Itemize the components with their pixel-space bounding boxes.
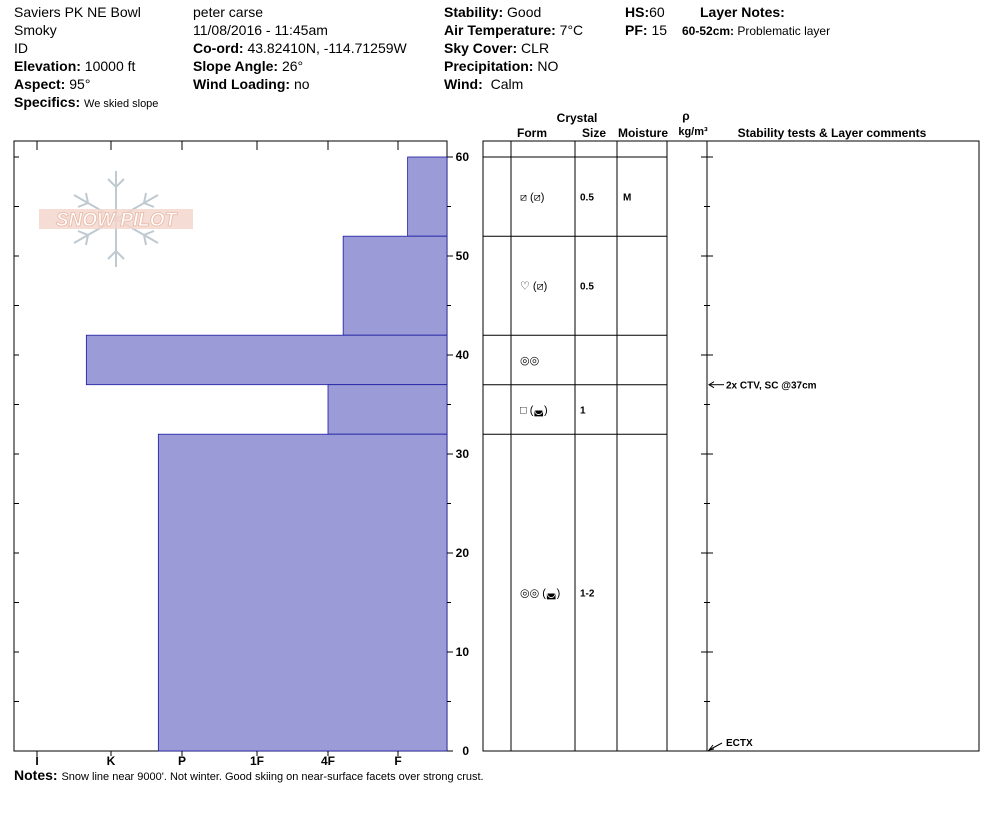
layer-form: ◎◎: [520, 355, 539, 367]
airtemp-row: Air Temperature: 7°C: [444, 21, 583, 39]
aspect-row: Aspect: 95°: [14, 75, 158, 93]
slope-label: Slope Angle:: [193, 58, 279, 74]
layer-form: □ (◛): [520, 404, 548, 416]
specifics-row: Specifics: We skied slope: [14, 93, 158, 113]
snowflake-icon: [73, 171, 159, 267]
layer-size: 0.5: [580, 193, 594, 204]
sky-row: Sky Cover: CLR: [444, 39, 583, 57]
hardness-bar: [327, 384, 448, 435]
depth-tick-label: 40: [456, 348, 470, 362]
hardness-tick-label: F: [394, 754, 401, 768]
depth-tick-label: 10: [456, 645, 470, 659]
stability-comments-header: Stability tests & Layer comments: [738, 126, 927, 140]
depth-tick-label: 0: [462, 744, 469, 758]
layer-form: ⧄ (⧄): [520, 192, 544, 204]
wind-row: Wind: Calm: [444, 75, 583, 93]
hs-label: HS:: [625, 4, 650, 20]
layer-size: 1: [580, 405, 586, 416]
hs-value: 60: [649, 4, 665, 20]
wind-label: Wind:: [444, 76, 483, 92]
hardness-tick-label: 1F: [250, 754, 264, 768]
hardness-tick-label: 4F: [321, 754, 335, 768]
layer-form: ♡ (⧄): [520, 281, 547, 293]
aspect-value: 95°: [69, 76, 91, 92]
precip-row: Precipitation: NO: [444, 57, 583, 75]
hardness-bar: [85, 334, 448, 386]
depth-tick-label: 30: [456, 447, 470, 461]
hardness-tick-label: P: [178, 754, 186, 768]
size-header: Size: [582, 126, 606, 140]
layer-note-text: Problematic layer: [737, 24, 831, 38]
windload-value: no: [293, 76, 310, 92]
layer-size: 1-2: [580, 589, 595, 600]
stability-arrow: [708, 742, 723, 751]
sky-value: CLR: [521, 40, 550, 56]
stability-test-label: 2x CTV, SC @37cm: [726, 381, 817, 392]
hardness-tick-label: I: [35, 754, 38, 768]
moisture-header: Moisture: [618, 126, 668, 140]
elevation-label: Elevation:: [14, 58, 81, 74]
stability-label: Stability:: [444, 4, 504, 20]
windload-row: Wind Loading: no: [193, 75, 407, 93]
hardness-tick-label: K: [107, 754, 116, 768]
observer: peter carse: [193, 4, 264, 20]
coord-row: Co-ord: 43.82410N, -114.71259W: [193, 39, 407, 57]
datetime: 11/08/2016 - 11:45am: [193, 22, 328, 38]
hs-row: HS:60: [625, 3, 667, 21]
pf-value: 15: [651, 22, 668, 38]
slope-row: Slope Angle: 26°: [193, 57, 407, 75]
specifics-value: We skied slope: [84, 98, 159, 110]
arrow-head-icon: [707, 744, 715, 751]
sky-label: Sky Cover:: [444, 40, 518, 56]
precip-label: Precipitation:: [444, 58, 534, 74]
state: ID: [14, 40, 28, 56]
notes-text: Snow line near 9000'. Not winter. Good s…: [61, 771, 484, 783]
snow-pilot-logo: SNOW PILOT: [39, 171, 193, 267]
depth-tick-label: 50: [456, 249, 470, 263]
hardness-bar: [407, 156, 448, 237]
form-header: Form: [517, 126, 547, 140]
layer-size: 0.5: [580, 282, 594, 293]
location: Saviers PK NE Bowl: [14, 4, 141, 20]
airtemp-value: 7°C: [559, 22, 584, 38]
region: Smoky: [14, 22, 57, 38]
aspect-label: Aspect:: [14, 76, 66, 92]
pf-label: PF:: [625, 22, 648, 38]
specifics-label: Specifics:: [14, 94, 81, 110]
precip-value: NO: [537, 58, 559, 74]
layer-form: ◎◎ (◛): [520, 588, 560, 600]
stability-test-label: ECTX: [726, 738, 753, 749]
pf-row: PF: 15: [625, 21, 667, 39]
slope-value: 26°: [281, 58, 304, 74]
logo-text: SNOW PILOT: [56, 210, 178, 231]
layer-moisture: M: [623, 193, 631, 204]
windload-label: Wind Loading:: [193, 76, 291, 92]
elevation-row: Elevation: 10000 ft: [14, 57, 158, 75]
layer-notes-label: Layer Notes:: [700, 4, 785, 20]
elevation-value: 10000 ft: [84, 58, 136, 74]
coord-value: 43.82410N, -114.71259W: [247, 40, 407, 56]
stability-value: Good: [507, 4, 542, 20]
arrow-head-icon: [708, 381, 715, 389]
depth-tick-label: 60: [456, 150, 470, 164]
crystal-header: Crystal: [557, 111, 598, 125]
density-unit-header: kg/m³: [678, 126, 708, 138]
depth-tick-label: 20: [456, 546, 470, 560]
airtemp-label: Air Temperature:: [444, 22, 556, 38]
layer-table-column-lines: [510, 141, 708, 751]
hardness-bar: [342, 235, 448, 336]
layer-note-range: 60-52cm:: [682, 24, 735, 38]
stability-row: Stability: Good: [444, 3, 583, 21]
notes-label: Notes:: [14, 767, 58, 783]
rho-header: ρ: [682, 109, 689, 123]
coord-label: Co-ord:: [193, 40, 244, 56]
wind-value: Calm: [490, 76, 524, 92]
hardness-bar: [157, 433, 448, 752]
layer-table-frame: [482, 140, 980, 752]
